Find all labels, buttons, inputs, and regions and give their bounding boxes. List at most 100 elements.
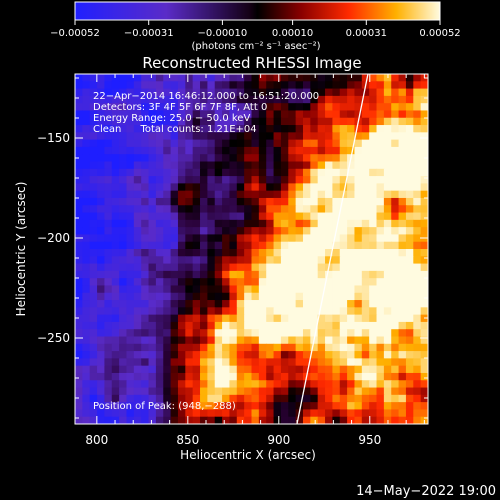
heatmap-cell (251, 161, 260, 170)
heatmap-cell (133, 416, 142, 424)
heatmap-cell (288, 212, 297, 221)
heatmap-cell (119, 402, 128, 411)
heatmap-cell (200, 117, 208, 126)
heatmap-cell (266, 263, 275, 272)
heatmap-cell (155, 314, 164, 323)
heatmap-cell (347, 365, 356, 374)
heatmap-cell (229, 321, 238, 330)
heatmap-cell (361, 256, 370, 265)
heatmap-cell (126, 387, 135, 396)
heatmap-cell (339, 263, 348, 272)
heatmap-cell (332, 365, 341, 374)
heatmap-cell (236, 402, 245, 411)
heatmap-cell (251, 103, 260, 112)
heatmap-cell (347, 372, 356, 381)
heatmap-cell (75, 117, 83, 126)
heatmap-cell (354, 154, 363, 163)
heatmap-cell (133, 387, 142, 396)
heatmap-cell (361, 168, 370, 177)
heatmap-cell (97, 351, 106, 359)
heatmap-cell (288, 300, 297, 308)
heatmap-cell (317, 103, 326, 112)
heatmap-cell (192, 278, 201, 287)
heatmap-cell (325, 402, 333, 411)
heatmap-cell (244, 249, 253, 257)
heatmap-cell (361, 139, 370, 148)
heatmap-cell (200, 278, 208, 287)
heatmap-cell (177, 88, 186, 97)
heatmap-cell (266, 161, 275, 170)
heatmap-cell (97, 263, 106, 272)
heatmap-cell (141, 321, 150, 330)
heatmap-cell (163, 190, 172, 199)
heatmap-cell (104, 249, 113, 257)
heatmap-cell (155, 329, 164, 338)
heatmap-cell (288, 307, 297, 316)
heatmap-cell (214, 358, 223, 367)
heatmap-cell (325, 176, 333, 184)
heatmap-cell (141, 365, 150, 374)
heatmap-cell (325, 270, 333, 279)
heatmap-cell (391, 227, 400, 236)
heatmap-cell (155, 183, 164, 192)
heatmap-cell (229, 249, 238, 257)
heatmap-cell (354, 351, 363, 359)
heatmap-cell (310, 402, 319, 411)
heatmap-cell (251, 394, 260, 403)
heatmap-cell (214, 146, 223, 155)
heatmap-cell (200, 285, 208, 294)
heatmap-cell (405, 139, 414, 148)
heatmap-cell (251, 292, 260, 301)
heatmap-cell (177, 132, 186, 141)
heatmap-cell (376, 292, 385, 301)
heatmap-cell (126, 307, 135, 316)
heatmap-cell (339, 146, 348, 155)
heatmap-cell (170, 409, 179, 418)
heatmap-cell (325, 329, 333, 338)
heatmap-cell (302, 205, 311, 214)
heatmap-cell (229, 358, 238, 367)
heatmap-cell (288, 241, 297, 250)
heatmap-cell (273, 394, 282, 403)
heatmap-cell (391, 351, 400, 359)
heatmap-cell (236, 117, 245, 126)
heatmap-cell (148, 146, 157, 155)
heatmap-cell (104, 205, 113, 214)
heatmap-cell (325, 336, 333, 345)
heatmap-cell (325, 103, 333, 112)
heatmap-cell (251, 336, 260, 345)
heatmap-cell (200, 176, 208, 184)
heatmap-cell (405, 154, 414, 163)
heatmap-cell (391, 132, 400, 141)
heatmap-cell (295, 212, 304, 221)
heatmap-cell (420, 394, 428, 403)
heatmap-cell (236, 125, 245, 133)
heatmap-cell (200, 292, 208, 301)
heatmap-cell (141, 74, 150, 82)
heatmap-cell (266, 292, 275, 301)
heatmap-cell (325, 358, 333, 367)
heatmap-cell (236, 380, 245, 389)
heatmap-cell (170, 380, 179, 389)
heatmap-cell (170, 103, 179, 112)
heatmap-cell (229, 161, 238, 170)
heatmap-cell (310, 249, 319, 257)
heatmap-cell (413, 256, 422, 265)
heatmap-cell (317, 336, 326, 345)
heatmap-cell (97, 409, 106, 418)
heatmap-cell (420, 197, 428, 206)
heatmap-cell (111, 372, 120, 381)
heatmap-cell (207, 205, 216, 214)
heatmap-cell (280, 219, 289, 228)
heatmap-cell (288, 292, 297, 301)
heatmap-cell (185, 402, 194, 411)
heatmap-cell (185, 183, 194, 192)
heatmap-cell (310, 256, 319, 265)
heatmap-cell (82, 256, 91, 265)
heatmap-cell (376, 205, 385, 214)
heatmap-cell (376, 168, 385, 177)
heatmap-cell (141, 205, 150, 214)
heatmap-cell (339, 256, 348, 265)
heatmap-cell (325, 125, 333, 133)
